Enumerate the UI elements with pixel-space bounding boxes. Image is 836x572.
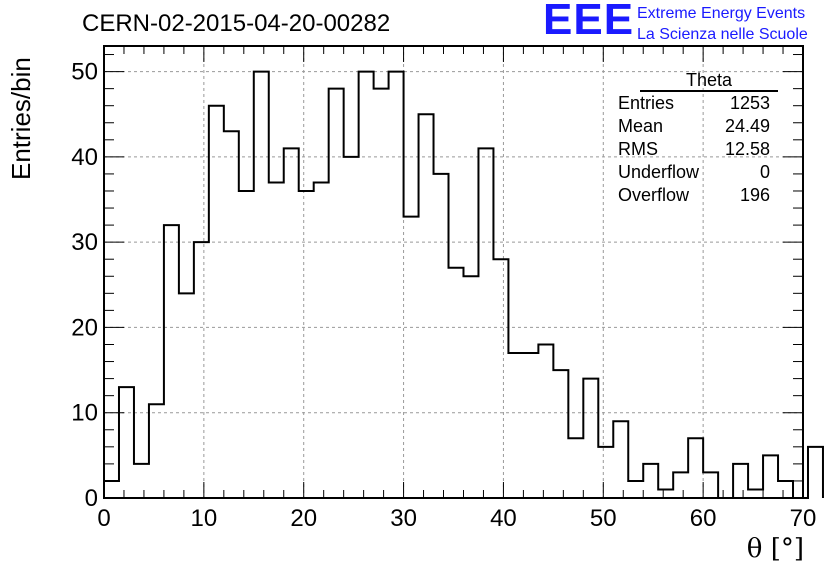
histogram-bin: [463, 276, 478, 498]
logo-mark: EEE: [543, 0, 635, 44]
histogram-bin: [224, 131, 239, 498]
stats-value: 196: [739, 185, 770, 205]
stats-row-mean: Mean 24.49: [610, 115, 778, 138]
histogram-bin: [508, 353, 523, 498]
x-axis-label: θ [°]: [746, 534, 804, 564]
logo-line-2: La Scienza nelle Scuole: [637, 26, 808, 43]
histogram-bin: [329, 89, 344, 498]
histogram-bin: [314, 182, 329, 498]
stats-label: Entries: [618, 93, 675, 113]
histogram-bin: [239, 191, 254, 498]
x-tick-label: 0: [97, 505, 110, 532]
stats-value: 24.49: [724, 116, 770, 136]
stats-row-overflow: Overflow 196: [610, 184, 778, 207]
histogram-bin: [209, 106, 224, 498]
stats-label: Underflow: [618, 162, 700, 182]
x-tick-label: 30: [390, 505, 417, 532]
histogram-bin: [748, 489, 763, 498]
histogram-bin: [643, 464, 658, 498]
histogram-bin: [269, 182, 284, 498]
histogram-bin: [523, 353, 538, 498]
histogram-bin: [613, 421, 628, 498]
histogram-bin: [763, 455, 778, 498]
histogram-bin: [673, 472, 688, 498]
histogram-bin: [658, 489, 673, 498]
x-tick-label: 10: [191, 505, 218, 532]
y-tick-label: 0: [85, 485, 98, 512]
y-tick-label: 40: [71, 144, 98, 171]
histogram-bin: [478, 148, 493, 498]
histogram-bin: [808, 447, 823, 498]
x-tick-label: 20: [290, 505, 317, 532]
histogram-bin: [778, 481, 793, 498]
histogram-bin: [733, 464, 748, 498]
histogram-bin: [419, 114, 434, 498]
histogram-bin: [104, 481, 119, 498]
stats-row-rms: RMS 12.58: [610, 138, 778, 161]
run-title: CERN-02-2015-04-20-00282: [82, 10, 391, 37]
stats-row-entries: Entries 1253: [610, 92, 778, 115]
histogram-bin: [553, 370, 568, 498]
stats-value: 1253: [729, 93, 770, 113]
histogram-bin: [359, 72, 374, 498]
eee-logo: EEE Extreme Energy Events La Scienza nel…: [543, 0, 833, 46]
histogram-bin: [598, 447, 613, 498]
x-tick-label: 60: [690, 505, 717, 532]
histogram-bin: [389, 72, 404, 498]
stats-value: 12.58: [724, 139, 770, 159]
histogram-bin: [194, 242, 209, 498]
histogram-bin: [254, 72, 269, 498]
y-tick-label: 50: [71, 59, 98, 86]
stats-title: Theta: [640, 70, 778, 92]
histogram-bin: [299, 191, 314, 498]
y-tick-label: 30: [71, 229, 98, 256]
histogram-bin: [404, 217, 419, 498]
histogram-bin: [538, 344, 553, 498]
x-tick-label: 50: [590, 505, 617, 532]
logo-line-1: Extreme Energy Events: [637, 5, 806, 22]
histogram-bin: [703, 472, 718, 498]
histogram-bin: [583, 379, 598, 498]
histogram-bin: [164, 225, 179, 498]
histogram-outline: [103, 70, 824, 499]
stats-box: Theta Entries 1253 Mean 24.49 RMS 12.58 …: [610, 70, 778, 207]
histogram-bin: [568, 438, 583, 498]
x-tick-label: 70: [790, 505, 817, 532]
stats-label: Mean: [618, 116, 664, 136]
histogram-bin: [493, 259, 508, 498]
x-tick-label: 40: [490, 505, 517, 532]
y-axis-label: Entries/bin: [6, 57, 36, 180]
histogram-bin: [179, 293, 194, 498]
stats-value: 0: [759, 162, 770, 182]
histogram-bin: [149, 404, 164, 498]
stats-label: RMS: [618, 139, 658, 159]
stats-label: Overflow: [618, 185, 690, 205]
y-tick-label: 10: [71, 400, 98, 427]
histogram-bin: [134, 464, 149, 498]
histogram-bin: [628, 481, 643, 498]
histogram-bin: [434, 174, 449, 498]
y-tick-label: 20: [71, 314, 98, 341]
histogram-bin: [374, 89, 389, 498]
histogram-bin: [119, 387, 134, 498]
histogram-bin: [449, 268, 464, 498]
plot-frame: [103, 45, 804, 499]
histogram-bin: [688, 438, 703, 498]
histogram-bin: [284, 148, 299, 498]
stats-row-underflow: Underflow 0: [610, 161, 778, 184]
